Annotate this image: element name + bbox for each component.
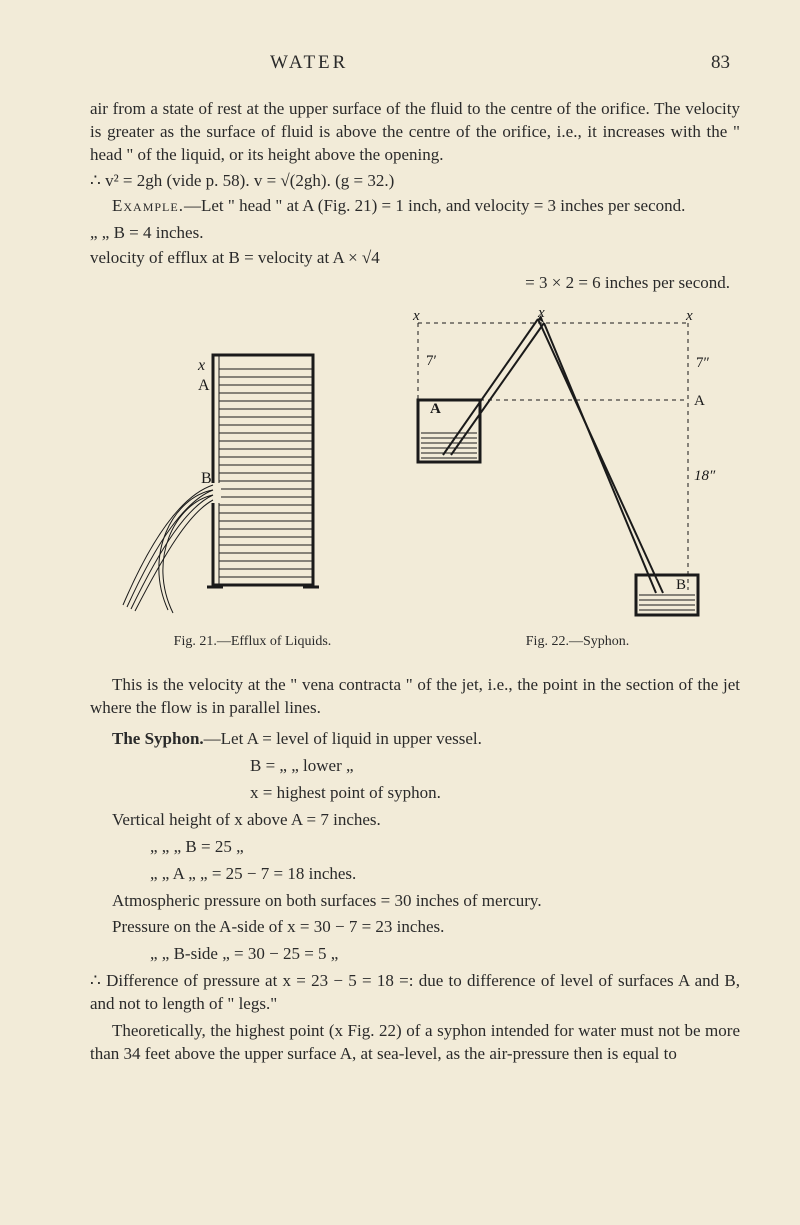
fig22-caption: Fig. 22.—Syphon. [438, 633, 718, 652]
figure-22: x x x 7′ 7″ A A 18″ B [388, 305, 718, 625]
eqblock-9: Theoretically, the highest point (x Fig.… [90, 1020, 740, 1066]
figure-21: x A B [113, 325, 343, 625]
figures-row: x A B [90, 305, 740, 625]
fig22-label-A1: A [430, 401, 441, 417]
fig21-label-x: x [197, 357, 205, 374]
fig22-label-18: 18″ [694, 468, 716, 484]
para-2-rest: —Let " head " at A (Fig. 21) = 1 inch, a… [184, 196, 685, 215]
para-4: The Syphon.—Let A = level of liquid in u… [90, 728, 740, 751]
header: WATER 83 [90, 50, 740, 76]
page: WATER 83 air from a state of rest at the… [0, 0, 800, 1225]
fig22-label-x2: x [537, 305, 545, 321]
fig21-caption: Fig. 21.—Efflux of Liquids. [113, 633, 393, 652]
para-1: air from a state of rest at the upper su… [90, 98, 740, 167]
equation-2: „ „ B = 4 inches. [90, 222, 740, 245]
fig21-label-A: A [198, 377, 210, 394]
eqblock-5: Atmospheric pressure on both surfaces = … [90, 890, 740, 913]
eqblock-4: „ „ A „ „ = 25 − 7 = 18 inches. [90, 863, 740, 886]
eqblock-6: Pressure on the A-side of x = 30 − 7 = 2… [90, 916, 740, 939]
fig22-label-A2: A [694, 393, 705, 409]
syphon-heading: The Syphon. [112, 729, 204, 748]
eqblock-0: B = „ „ lower „ [90, 755, 740, 778]
figure-captions: Fig. 21.—Efflux of Liquids. Fig. 22.—Syp… [90, 633, 740, 652]
para-3: This is the velocity at the " vena contr… [90, 674, 740, 720]
eqblock-3: „ „ „ B = 25 „ [90, 836, 740, 859]
fig22-label-7pp: 7″ [696, 355, 710, 371]
fig21-label-B: B [201, 470, 212, 487]
example-label: Example. [112, 196, 184, 215]
eqblock-8: ∴ Difference of pressure at x = 23 − 5 =… [90, 970, 740, 1016]
fig22-label-x1: x [412, 308, 420, 324]
eqblock-7: „ „ B-side „ = 30 − 25 = 5 „ [90, 943, 740, 966]
para-2: Example.—Let " head " at A (Fig. 21) = 1… [90, 195, 740, 218]
fig22-label-7p: 7′ [426, 353, 437, 369]
equation-4: = 3 × 2 = 6 inches per second. [90, 272, 740, 295]
equation-1: ∴ v² = 2gh (vide p. 58). v = √(2gh). (g … [90, 170, 740, 193]
fig22-label-x3: x [685, 308, 693, 324]
eqblock-1: x = highest point of syphon. [90, 782, 740, 805]
running-head: WATER [270, 50, 348, 76]
equation-3: velocity of efflux at B = velocity at A … [90, 247, 740, 270]
eqblock-2: Vertical height of x above A = 7 inches. [90, 809, 740, 832]
fig22-label-B: B [676, 577, 686, 593]
page-number: 83 [711, 50, 730, 76]
para-4-rest: —Let A = level of liquid in upper vessel… [204, 729, 482, 748]
